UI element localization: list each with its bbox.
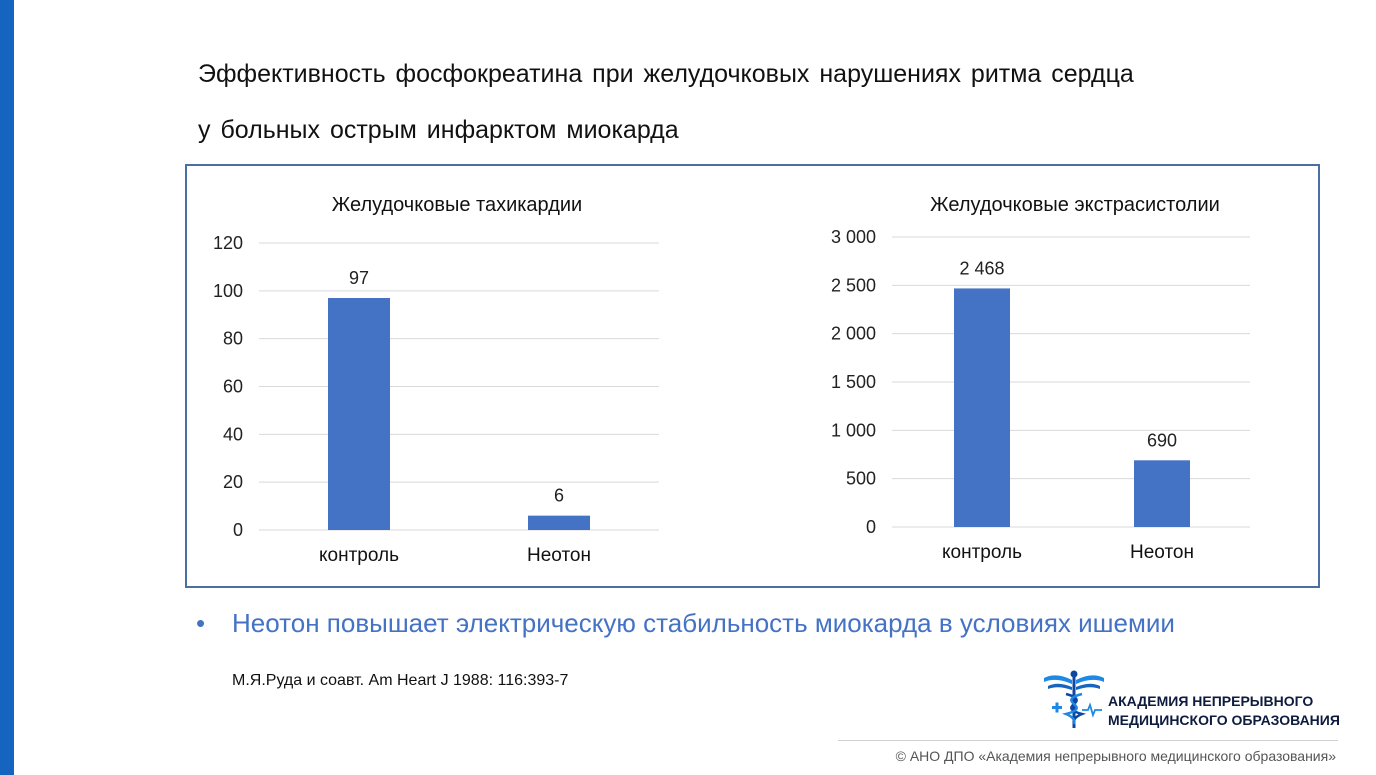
y-tick-label: 120	[213, 233, 243, 253]
data-label: 6	[554, 486, 564, 506]
logo-line-1: АКАДЕМИЯ НЕПРЕРЫВНОГО	[1108, 693, 1314, 709]
conclusion-text: Неотон повышает электрическую стабильнос…	[232, 608, 1175, 638]
left-accent-bar	[0, 0, 14, 775]
bullet-symbol: •	[196, 608, 206, 638]
y-tick-label: 0	[866, 517, 876, 537]
chart-title: Желудочковые тахикардии	[332, 194, 582, 216]
y-tick-label: 1 000	[831, 420, 876, 440]
x-category-label: контроль	[319, 545, 399, 566]
footer-divider	[838, 740, 1338, 741]
footer-copyright: © АНО ДПО «Академия непрерывного медицин…	[895, 748, 1336, 764]
academy-logo: АКАДЕМИЯ НЕПРЕРЫВНОГО МЕДИЦИНСКОГО ОБРАЗ…	[1042, 668, 1342, 730]
y-tick-label: 2 000	[831, 324, 876, 344]
y-tick-label: 500	[846, 469, 876, 489]
logo-line-2: МЕДИЦИНСКОГО ОБРАЗОВАНИЯ	[1108, 712, 1340, 728]
y-tick-label: 60	[223, 377, 243, 397]
data-label: 97	[349, 268, 369, 288]
slide-title-line-1: Эффективность фосфокреатина при желудочк…	[198, 60, 1134, 88]
y-tick-label: 2 500	[831, 275, 876, 295]
y-tick-label: 20	[223, 472, 243, 492]
y-tick-label: 40	[223, 424, 243, 444]
citation-text: М.Я.Руда и соавт. Am Heart J 1988: 116:3…	[232, 672, 569, 689]
bar	[328, 298, 390, 530]
charts-frame: Желудочковые тахикардии 0 20 40 60 80 100 120 97…	[185, 164, 1320, 588]
bar	[528, 515, 590, 530]
y-tick-label: 3 000	[831, 227, 876, 247]
slide-title-line-2: у больных острым инфарктом миокарда	[198, 116, 679, 144]
bar	[1134, 460, 1190, 527]
y-tick-label: 1 500	[831, 372, 876, 392]
logo-text: АКАДЕМИЯ НЕПРЕРЫВНОГО МЕДИЦИНСКОГО ОБРАЗ…	[1108, 692, 1340, 730]
bar	[954, 288, 1010, 527]
chart-ventricular-extrasystoles: Желудочковые экстрасистолии 0 500 1 000 1 50…	[831, 194, 1250, 563]
x-category-label: контроль	[942, 542, 1022, 563]
data-label: 690	[1147, 430, 1177, 450]
data-label: 2 468	[959, 258, 1004, 278]
y-tick-label: 80	[223, 329, 243, 349]
x-category-label: Неотон	[1130, 542, 1194, 563]
caduceus-icon	[1044, 670, 1104, 728]
y-tick-label: 0	[233, 520, 243, 540]
chart-title: Желудочковые экстрасистолии	[930, 194, 1220, 216]
y-tick-label: 100	[213, 281, 243, 301]
x-category-label: Неотон	[527, 545, 591, 566]
chart-ventricular-tachycardia: Желудочковые тахикардии 0 20 40 60 80 100 120 97…	[213, 194, 659, 566]
